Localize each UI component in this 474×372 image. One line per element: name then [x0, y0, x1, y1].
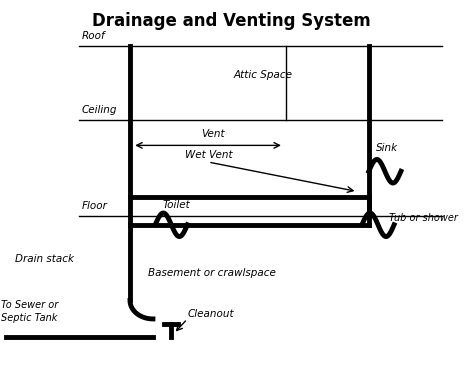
- Text: Drain stack: Drain stack: [15, 254, 74, 264]
- Text: Attic Space: Attic Space: [234, 70, 292, 80]
- Text: Toilet: Toilet: [162, 200, 190, 210]
- Text: Drainage and Venting System: Drainage and Venting System: [91, 13, 370, 31]
- Text: Wet Vent: Wet Vent: [185, 150, 233, 160]
- Text: Sink: Sink: [376, 143, 398, 153]
- Text: Vent: Vent: [201, 129, 225, 139]
- Text: Floor: Floor: [82, 201, 108, 211]
- Text: To Sewer or
Septic Tank: To Sewer or Septic Tank: [1, 300, 59, 323]
- Text: Tub or shower: Tub or shower: [390, 214, 458, 224]
- Text: Roof: Roof: [82, 31, 105, 41]
- Text: Ceiling: Ceiling: [82, 105, 117, 115]
- Text: Basement or crawlspace: Basement or crawlspace: [148, 269, 276, 279]
- Text: Cleanout: Cleanout: [187, 309, 234, 319]
